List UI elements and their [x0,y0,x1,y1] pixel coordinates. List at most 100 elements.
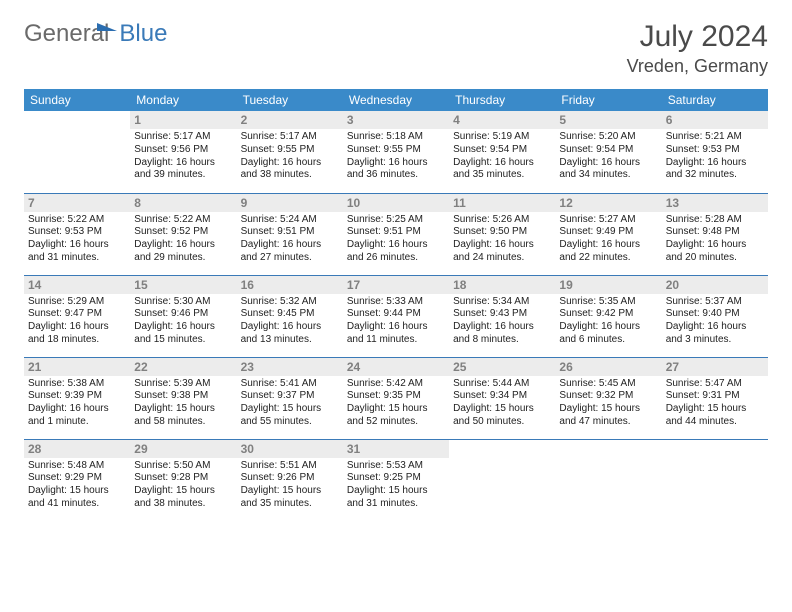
day-number: 12 [555,194,661,212]
day-details: Sunrise: 5:51 AMSunset: 9:26 PMDaylight:… [241,460,339,511]
daylight-text: Daylight: 15 hours and 35 minutes. [241,485,339,511]
daylight-text: Daylight: 16 hours and 36 minutes. [347,157,445,183]
sunset-text: Sunset: 9:35 PM [347,390,445,403]
day-details: Sunrise: 5:48 AMSunset: 9:29 PMDaylight:… [28,460,126,511]
calendar-day-cell: 26 Sunrise: 5:45 AMSunset: 9:32 PMDayligh… [555,357,661,439]
day-number: 26 [555,358,661,376]
day-details: Sunrise: 5:17 AMSunset: 9:55 PMDaylight:… [241,131,339,182]
page-title: July 2024 [627,20,768,54]
daylight-text: Daylight: 16 hours and 24 minutes. [453,239,551,265]
day-number: 9 [237,194,343,212]
sunrise-text: Sunrise: 5:17 AM [241,131,339,144]
sunrise-text: Sunrise: 5:22 AM [28,214,126,227]
calendar-day-cell: 13Sunrise: 5:28 AMSunset: 9:48 PMDayligh… [662,193,768,275]
day-details: Sunrise: 5:21 AMSunset: 9:53 PMDaylight:… [666,131,764,182]
calendar-day-cell: 1Sunrise: 5:17 AMSunset: 9:56 PMDaylight… [130,111,236,193]
sunset-text: Sunset: 9:51 PM [241,226,339,239]
sunset-text: Sunset: 9:29 PM [28,472,126,485]
calendar-day-cell: 2Sunrise: 5:17 AMSunset: 9:55 PMDaylight… [237,111,343,193]
calendar-day-cell: 22Sunrise: 5:39 AMSunset: 9:38 PMDayligh… [130,357,236,439]
sunrise-text: Sunrise: 5:29 AM [28,296,126,309]
sunset-text: Sunset: 9:50 PM [453,226,551,239]
day-details: Sunrise: 5:45 AMSunset: 9:32 PMDaylight:… [559,378,657,429]
logo-text-2: Blue [119,20,167,48]
calendar-week-row: 7Sunrise: 5:22 AMSunset: 9:53 PMDaylight… [24,193,768,275]
calendar-day-cell: 19Sunrise: 5:35 AMSunset: 9:42 PMDayligh… [555,275,661,357]
sunrise-text: Sunrise: 5:53 AM [347,460,445,473]
logo-triangle-icon [97,23,117,31]
day-number: 7 [24,194,130,212]
daylight-text: Daylight: 16 hours and 34 minutes. [559,157,657,183]
day-details: Sunrise: 5:19 AMSunset: 9:54 PMDaylight:… [453,131,551,182]
daylight-text: Daylight: 16 hours and 31 minutes. [28,239,126,265]
day-number: 20 [662,276,768,294]
title-block: July 2024 Vreden, Germany [627,20,768,77]
day-details: Sunrise: 5:28 AMSunset: 9:48 PMDaylight:… [666,214,764,265]
sunset-text: Sunset: 9:55 PM [347,144,445,157]
sunset-text: Sunset: 9:43 PM [453,308,551,321]
day-number: 19 [555,276,661,294]
calendar-day-cell: 15Sunrise: 5:30 AMSunset: 9:46 PMDayligh… [130,275,236,357]
daylight-text: Daylight: 16 hours and 1 minute. [28,403,126,429]
day-details: Sunrise: 5:27 AMSunset: 9:49 PMDaylight:… [559,214,657,265]
calendar-day-cell: 30Sunrise: 5:51 AMSunset: 9:26 PMDayligh… [237,439,343,521]
calendar-day-cell: 9 Sunrise: 5:24 AMSunset: 9:51 PMDaylight… [237,193,343,275]
day-details: Sunrise: 5:29 AMSunset: 9:47 PMDaylight:… [28,296,126,347]
daylight-text: Daylight: 16 hours and 29 minutes. [134,239,232,265]
day-details: Sunrise: 5:50 AMSunset: 9:28 PMDaylight:… [134,460,232,511]
day-details: Sunrise: 5:41 AMSunset: 9:37 PMDaylight:… [241,378,339,429]
sunset-text: Sunset: 9:32 PM [559,390,657,403]
daylight-text: Daylight: 15 hours and 55 minutes. [241,403,339,429]
weekday-header: Monday [130,89,236,111]
day-details: Sunrise: 5:22 AMSunset: 9:52 PMDaylight:… [134,214,232,265]
sunset-text: Sunset: 9:56 PM [134,144,232,157]
sunrise-text: Sunrise: 5:32 AM [241,296,339,309]
calendar-day-cell: 6Sunrise: 5:21 AMSunset: 9:53 PMDaylight… [662,111,768,193]
weekday-header: Wednesday [343,89,449,111]
location: Vreden, Germany [627,56,768,77]
calendar-day-cell: 10Sunrise: 5:25 AMSunset: 9:51 PMDayligh… [343,193,449,275]
sunrise-text: Sunrise: 5:37 AM [666,296,764,309]
day-number: 18 [449,276,555,294]
sunset-text: Sunset: 9:55 PM [241,144,339,157]
sunrise-text: Sunrise: 5:19 AM [453,131,551,144]
calendar-day-cell: 21Sunrise: 5:38 AMSunset: 9:39 PMDayligh… [24,357,130,439]
calendar-day-cell [662,439,768,521]
day-number: 4 [449,111,555,129]
sunset-text: Sunset: 9:25 PM [347,472,445,485]
sunrise-text: Sunrise: 5:30 AM [134,296,232,309]
daylight-text: Daylight: 15 hours and 44 minutes. [666,403,764,429]
weekday-header: Tuesday [237,89,343,111]
daylight-text: Daylight: 16 hours and 22 minutes. [559,239,657,265]
day-number: 28 [24,440,130,458]
day-number: 31 [343,440,449,458]
day-details: Sunrise: 5:47 AMSunset: 9:31 PMDaylight:… [666,378,764,429]
calendar-day-cell: 24Sunrise: 5:42 AMSunset: 9:35 PMDayligh… [343,357,449,439]
header: General Blue July 2024 Vreden, Germany [24,20,768,77]
calendar-week-row: 28 Sunrise: 5:48 AMSunset: 9:29 PMDayligh… [24,439,768,521]
day-details: Sunrise: 5:17 AMSunset: 9:56 PMDaylight:… [134,131,232,182]
sunset-text: Sunset: 9:53 PM [28,226,126,239]
calendar-day-cell: 3Sunrise: 5:18 AMSunset: 9:55 PMDaylight… [343,111,449,193]
day-details: Sunrise: 5:24 AMSunset: 9:51 PMDaylight:… [241,214,339,265]
sunrise-text: Sunrise: 5:24 AM [241,214,339,227]
sunrise-text: Sunrise: 5:28 AM [666,214,764,227]
sunset-text: Sunset: 9:54 PM [559,144,657,157]
calendar-week-row: 1Sunrise: 5:17 AMSunset: 9:56 PMDaylight… [24,111,768,193]
sunrise-text: Sunrise: 5:17 AM [134,131,232,144]
sunset-text: Sunset: 9:34 PM [453,390,551,403]
day-details: Sunrise: 5:39 AMSunset: 9:38 PMDaylight:… [134,378,232,429]
day-number: 21 [24,358,130,376]
day-number: 14 [24,276,130,294]
day-number: 25 [449,358,555,376]
weekday-header-row: Sunday Monday Tuesday Wednesday Thursday… [24,89,768,111]
sunrise-text: Sunrise: 5:44 AM [453,378,551,391]
daylight-text: Daylight: 15 hours and 58 minutes. [134,403,232,429]
calendar-day-cell: 27Sunrise: 5:47 AMSunset: 9:31 PMDayligh… [662,357,768,439]
calendar-day-cell: 7 Sunrise: 5:22 AMSunset: 9:53 PMDaylight… [24,193,130,275]
sunset-text: Sunset: 9:46 PM [134,308,232,321]
daylight-text: Daylight: 15 hours and 52 minutes. [347,403,445,429]
daylight-text: Daylight: 16 hours and 39 minutes. [134,157,232,183]
calendar-day-cell: 23Sunrise: 5:41 AMSunset: 9:37 PMDayligh… [237,357,343,439]
sunset-text: Sunset: 9:53 PM [666,144,764,157]
